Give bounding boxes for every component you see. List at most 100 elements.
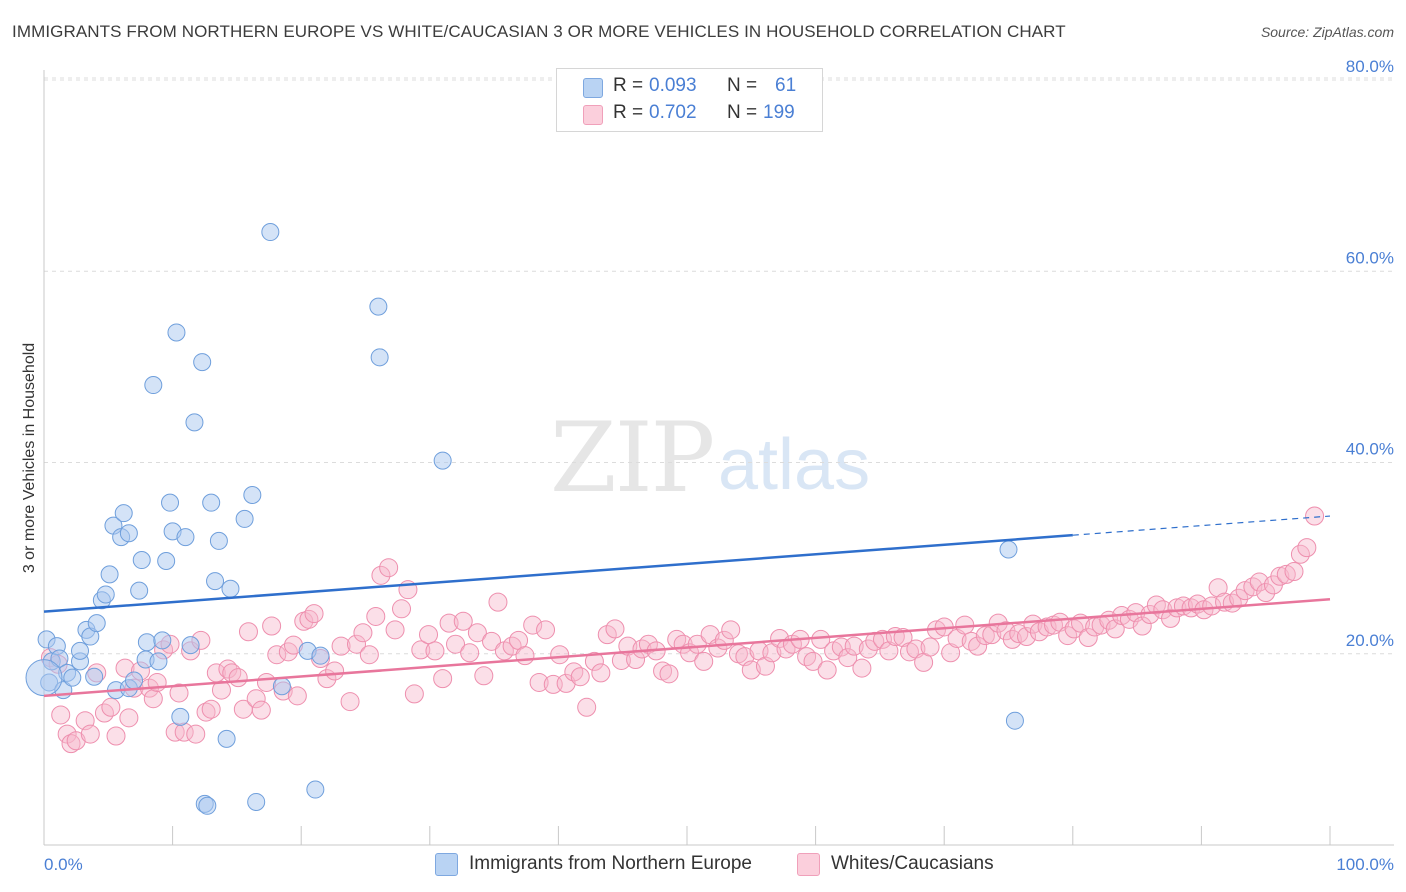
watermark-atlas: atlas xyxy=(718,425,871,505)
whites-caucasians-point xyxy=(278,642,298,662)
whites-caucasians-point xyxy=(411,640,431,660)
northern-europe-point xyxy=(202,493,221,512)
northern-europe-point xyxy=(149,652,168,671)
northern-europe-point xyxy=(85,667,104,686)
whites-caucasians-point xyxy=(287,686,307,706)
y-tick-label: 20.0% xyxy=(1346,631,1394,650)
northern-europe-point xyxy=(999,540,1018,559)
whites-caucasians-point xyxy=(1078,627,1098,647)
whites-caucasians-point xyxy=(299,609,319,629)
chart-title: IMMIGRANTS FROM NORTHERN EUROPE VS WHITE… xyxy=(12,22,1066,41)
whites-caucasians-point xyxy=(366,606,386,626)
northern-europe-point xyxy=(198,796,217,815)
whites-caucasians-point xyxy=(1167,598,1187,618)
northern-europe-point xyxy=(1005,711,1024,730)
whites-caucasians-point xyxy=(515,646,535,666)
whites-caucasians-point xyxy=(353,623,373,643)
northern-europe-point xyxy=(50,649,69,668)
whites-caucasians-point xyxy=(359,645,379,665)
whites-caucasians-point xyxy=(453,611,473,631)
whites-caucasians-point xyxy=(529,672,549,692)
source-credit: Source: ZipAtlas.com xyxy=(1260,24,1394,40)
whites-caucasians-point xyxy=(201,699,221,719)
northern-europe-point xyxy=(114,504,133,523)
whites-caucasians-point xyxy=(721,620,741,640)
whites-caucasians-point xyxy=(325,661,345,681)
northern-europe-point xyxy=(217,729,236,748)
whites-caucasians-point xyxy=(1009,624,1029,644)
legend-r-label: R = xyxy=(613,102,644,123)
whites-caucasians-point xyxy=(425,641,445,661)
whites-caucasians-point xyxy=(143,689,163,709)
legend-swatch-blue xyxy=(583,78,603,98)
whites-caucasians-point xyxy=(605,619,625,639)
whites-caucasians-point xyxy=(844,636,864,656)
bottom-legend-label: Whites/Caucasians xyxy=(831,853,994,874)
axes xyxy=(43,70,1394,846)
northern-europe-point xyxy=(132,551,151,570)
northern-europe-point xyxy=(119,524,138,543)
whites-caucasians-point xyxy=(80,724,100,744)
northern-europe-point xyxy=(63,668,82,687)
whites-caucasians-point xyxy=(115,658,135,678)
whites-caucasians-point xyxy=(1276,564,1296,584)
legend-n-value: 61 xyxy=(775,75,797,96)
northern-europe-point xyxy=(153,631,172,650)
whites-caucasians-point xyxy=(941,643,961,663)
whites-caucasians-point xyxy=(659,664,679,684)
x-tick-label: 100.0% xyxy=(1336,855,1394,874)
northern-europe-point xyxy=(311,646,330,665)
northern-europe-point xyxy=(261,223,280,242)
whites-caucasians-point xyxy=(256,672,276,692)
whites-caucasians-point xyxy=(392,599,412,619)
whites-caucasians-trend-line xyxy=(43,597,1331,698)
northern-europe-point xyxy=(185,413,204,432)
whites-caucasians-point xyxy=(1037,617,1057,637)
whites-caucasians-point xyxy=(523,615,543,635)
whites-caucasians-point xyxy=(346,634,366,654)
whites-caucasians-point xyxy=(1208,578,1228,598)
y-axis-title: 3 or more Vehicles in Household xyxy=(21,343,38,573)
whites-caucasians-point xyxy=(1305,506,1325,526)
whites-caucasians-point xyxy=(51,705,71,725)
whites-caucasians-point xyxy=(770,628,790,648)
whites-caucasians-point xyxy=(968,636,988,656)
whites-caucasians-point xyxy=(584,651,604,671)
whites-caucasians-point xyxy=(893,627,913,647)
whites-caucasians-point xyxy=(1132,616,1152,636)
northern-europe-point xyxy=(87,614,106,633)
northern-europe-point xyxy=(306,780,325,799)
whites-caucasians-point xyxy=(106,726,126,746)
northern-europe-point xyxy=(167,323,186,342)
whites-caucasians-points xyxy=(40,506,1325,754)
whites-caucasians-point xyxy=(482,631,502,651)
bottom-legend-swatch-pink xyxy=(797,853,820,876)
whites-caucasians-point xyxy=(66,731,86,751)
northern-europe-trend-extension xyxy=(1072,515,1331,536)
northern-europe-point xyxy=(137,633,156,652)
northern-europe-point xyxy=(161,493,180,512)
whites-caucasians-point xyxy=(246,689,266,709)
x-tick-label: 0.0% xyxy=(44,855,83,874)
whites-caucasians-point xyxy=(331,636,351,656)
northern-europe-point xyxy=(181,636,200,655)
whites-caucasians-point xyxy=(488,592,508,612)
whites-caucasians-point xyxy=(228,668,248,688)
whites-caucasians-point xyxy=(577,697,597,717)
northern-europe-point xyxy=(171,707,190,726)
northern-europe-point xyxy=(369,297,388,316)
whites-caucasians-point xyxy=(101,697,121,717)
trend-lines xyxy=(43,515,1331,698)
y-tick-label: 60.0% xyxy=(1346,248,1394,267)
northern-europe-point xyxy=(243,486,262,505)
whites-caucasians-point xyxy=(267,645,287,665)
whites-caucasians-point xyxy=(419,625,439,645)
whites-caucasians-point xyxy=(1256,583,1276,603)
whites-caucasians-point xyxy=(304,604,324,624)
northern-europe-point xyxy=(130,581,149,600)
northern-europe-point xyxy=(235,509,254,528)
whites-caucasians-point xyxy=(838,648,858,668)
whites-caucasians-point xyxy=(556,673,576,693)
northern-europe-point xyxy=(272,677,291,696)
whites-caucasians-point xyxy=(975,626,995,646)
